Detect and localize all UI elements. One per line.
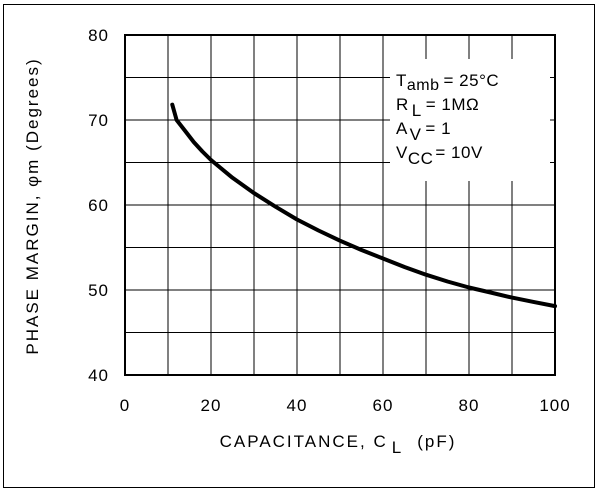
annotation-tamb-value: = 25°C	[444, 71, 500, 90]
legend-box	[390, 59, 550, 181]
annotation-tamb-sub: amb	[407, 77, 440, 94]
x-axis-label-main: CAPACITANCE, C	[220, 432, 388, 451]
y-tick-label: 60	[88, 196, 109, 215]
phase-margin-curve	[170, 102, 557, 309]
annotation-av-sub: V	[410, 125, 422, 144]
y-tick-label: 40	[88, 366, 109, 385]
annotation-av: A V = 1	[396, 119, 451, 144]
plot-area	[124, 34, 556, 376]
annotation-tamb: Tamb = 25°C	[396, 71, 499, 94]
x-tick-label: 0	[120, 396, 130, 415]
y-tick-label: 80	[88, 26, 109, 45]
y-tick-labels: 40 50 60 70 80	[88, 26, 109, 385]
y-tick-label: 70	[88, 111, 109, 130]
x-tick-label: 60	[373, 396, 394, 415]
annotation-vcc: VCC = 10V	[396, 143, 483, 168]
y-axis-label: PHASE MARGIN, φm (Degrees)	[23, 57, 42, 354]
x-tick-labels: 0 20 40 60 80 100	[120, 396, 570, 415]
annotation-rl-value: = 1MΩ	[426, 95, 479, 114]
x-tick-label: 40	[287, 396, 308, 415]
x-tick-label: 80	[459, 396, 480, 415]
annotation-rl-main: R	[396, 95, 409, 114]
annotation-tamb-main: T	[396, 71, 407, 90]
annotation-av-value: = 1	[425, 119, 451, 138]
annotation-vcc-main: V	[396, 143, 408, 162]
x-axis-label-unit: (pF)	[417, 432, 456, 451]
annotation-vcc-sub: CC	[408, 149, 434, 168]
x-axis-label-sub: L	[392, 438, 403, 457]
annotation-av-main: A	[396, 119, 408, 138]
annotation-rl-sub: L	[412, 101, 422, 120]
x-axis-label: CAPACITANCE, C L (pF)	[220, 432, 457, 457]
x-tick-label: 20	[201, 396, 222, 415]
annotation-vcc-value: = 10V	[435, 143, 483, 162]
annotation-rl: R L = 1MΩ	[396, 95, 479, 120]
y-tick-label: 50	[88, 281, 109, 300]
x-tick-label: 100	[539, 396, 570, 415]
